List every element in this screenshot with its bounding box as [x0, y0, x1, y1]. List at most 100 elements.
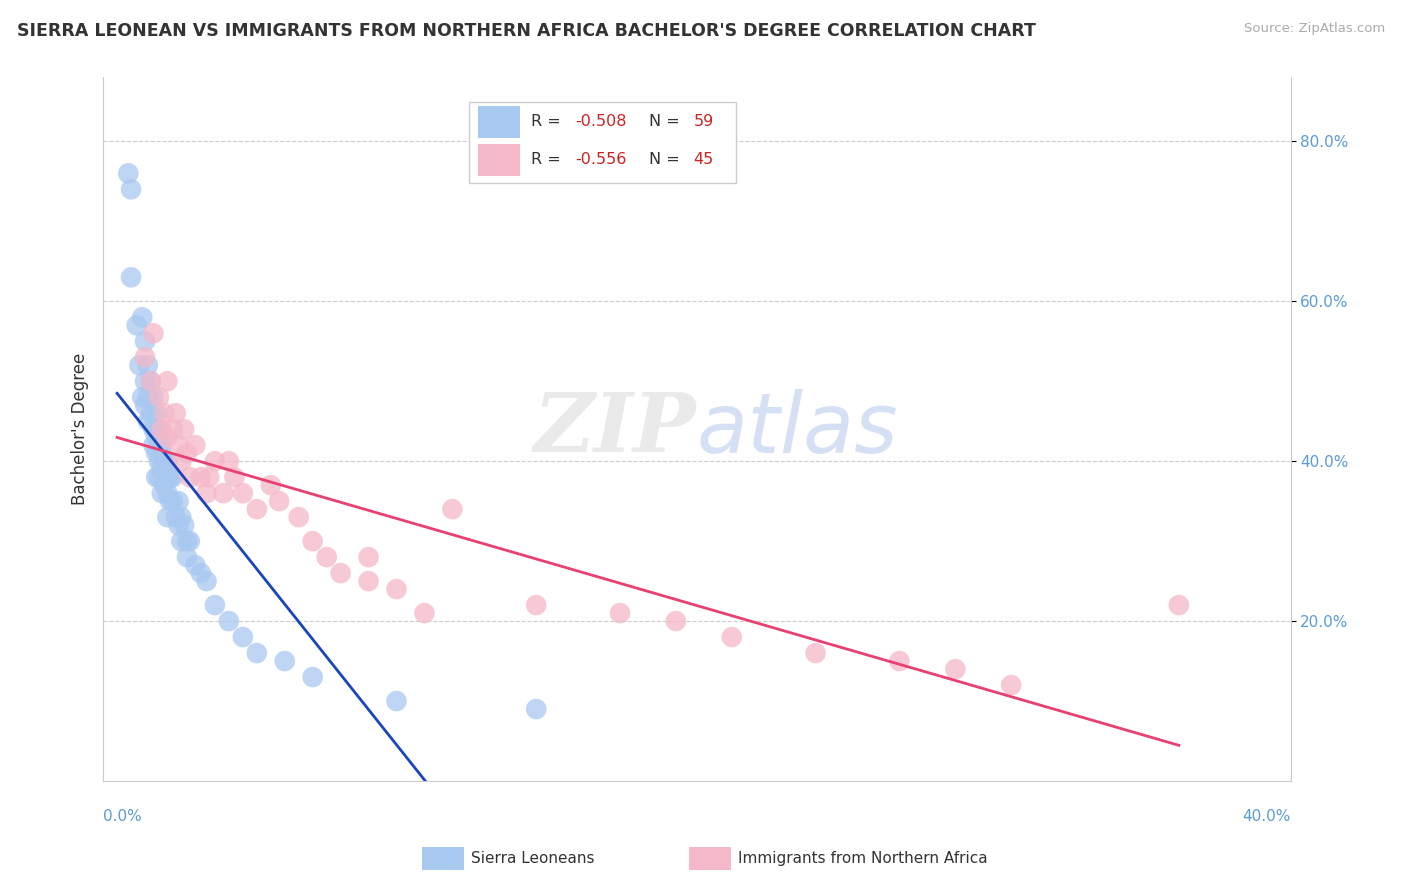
Point [176, 446, 198, 460]
Point [134, 351, 156, 365]
Point [1167, 598, 1189, 612]
Point [173, 518, 195, 533]
Point [170, 454, 193, 468]
Point [165, 510, 187, 524]
Point [190, 470, 212, 484]
Point [179, 470, 201, 484]
Point [889, 654, 911, 668]
Point [524, 702, 547, 716]
Point [156, 430, 179, 444]
Point [315, 550, 337, 565]
Point [665, 614, 688, 628]
Point [943, 662, 966, 676]
Point [274, 654, 297, 668]
FancyBboxPatch shape [478, 144, 520, 176]
Point [609, 606, 631, 620]
Point [198, 470, 221, 484]
Point [148, 454, 170, 468]
Point [136, 358, 159, 372]
Text: 45: 45 [693, 153, 714, 168]
Text: -0.508: -0.508 [575, 114, 627, 129]
Point [150, 462, 173, 476]
Point [142, 422, 165, 436]
Text: -0.556: -0.556 [575, 153, 627, 168]
Point [301, 670, 323, 684]
Text: N =: N = [650, 153, 685, 168]
Point [156, 454, 179, 468]
Y-axis label: Bachelor's Degree: Bachelor's Degree [72, 353, 89, 506]
FancyBboxPatch shape [478, 106, 520, 137]
Point [145, 430, 167, 444]
Point [385, 582, 408, 596]
Point [134, 374, 156, 388]
Point [150, 486, 173, 500]
FancyBboxPatch shape [468, 102, 737, 183]
Point [301, 534, 323, 549]
Point [125, 318, 148, 333]
Point [184, 438, 207, 452]
Point [159, 470, 181, 484]
Point [218, 454, 240, 468]
Point [159, 494, 181, 508]
Point [145, 470, 167, 484]
Point [204, 598, 226, 612]
Text: SIERRA LEONEAN VS IMMIGRANTS FROM NORTHERN AFRICA BACHELOR'S DEGREE CORRELATION : SIERRA LEONEAN VS IMMIGRANTS FROM NORTHE… [17, 22, 1036, 40]
Point [156, 470, 179, 484]
Point [269, 494, 291, 508]
Point [153, 406, 176, 420]
Point [246, 502, 269, 516]
Point [524, 598, 547, 612]
Point [804, 646, 827, 660]
Point [142, 326, 165, 341]
Point [184, 558, 207, 573]
Point [204, 454, 226, 468]
Point [720, 630, 742, 644]
Point [167, 518, 190, 533]
Point [131, 390, 153, 404]
Point [136, 414, 159, 428]
Point [134, 398, 156, 412]
Point [357, 550, 380, 565]
Text: 0.0%: 0.0% [103, 809, 142, 824]
Text: 40.0%: 40.0% [1243, 809, 1291, 824]
Point [148, 470, 170, 484]
Point [162, 422, 184, 436]
Point [150, 438, 173, 452]
Point [139, 406, 162, 420]
Point [156, 486, 179, 500]
Point [156, 374, 179, 388]
Point [139, 374, 162, 388]
Point [190, 566, 212, 581]
Point [195, 486, 218, 500]
Point [212, 486, 235, 500]
Point [224, 470, 246, 484]
Point [134, 334, 156, 349]
Point [150, 422, 173, 436]
Point [170, 534, 193, 549]
Text: Source: ZipAtlas.com: Source: ZipAtlas.com [1244, 22, 1385, 36]
Point [120, 270, 142, 285]
Point [260, 478, 283, 492]
Point [148, 390, 170, 404]
Text: 59: 59 [693, 114, 714, 129]
Point [441, 502, 464, 516]
Point [170, 510, 193, 524]
Point [385, 694, 408, 708]
Point [120, 182, 142, 196]
Point [142, 390, 165, 404]
Text: ZIP: ZIP [534, 389, 697, 469]
Text: Immigrants from Northern Africa: Immigrants from Northern Africa [738, 852, 988, 866]
Text: N =: N = [650, 114, 685, 129]
Point [156, 510, 179, 524]
Point [153, 478, 176, 492]
Point [153, 454, 176, 468]
Point [167, 438, 190, 452]
Point [162, 494, 184, 508]
Point [167, 494, 190, 508]
Point [329, 566, 352, 581]
Point [1000, 678, 1022, 692]
Point [148, 422, 170, 436]
Point [246, 646, 269, 660]
Point [162, 470, 184, 484]
Point [287, 510, 309, 524]
